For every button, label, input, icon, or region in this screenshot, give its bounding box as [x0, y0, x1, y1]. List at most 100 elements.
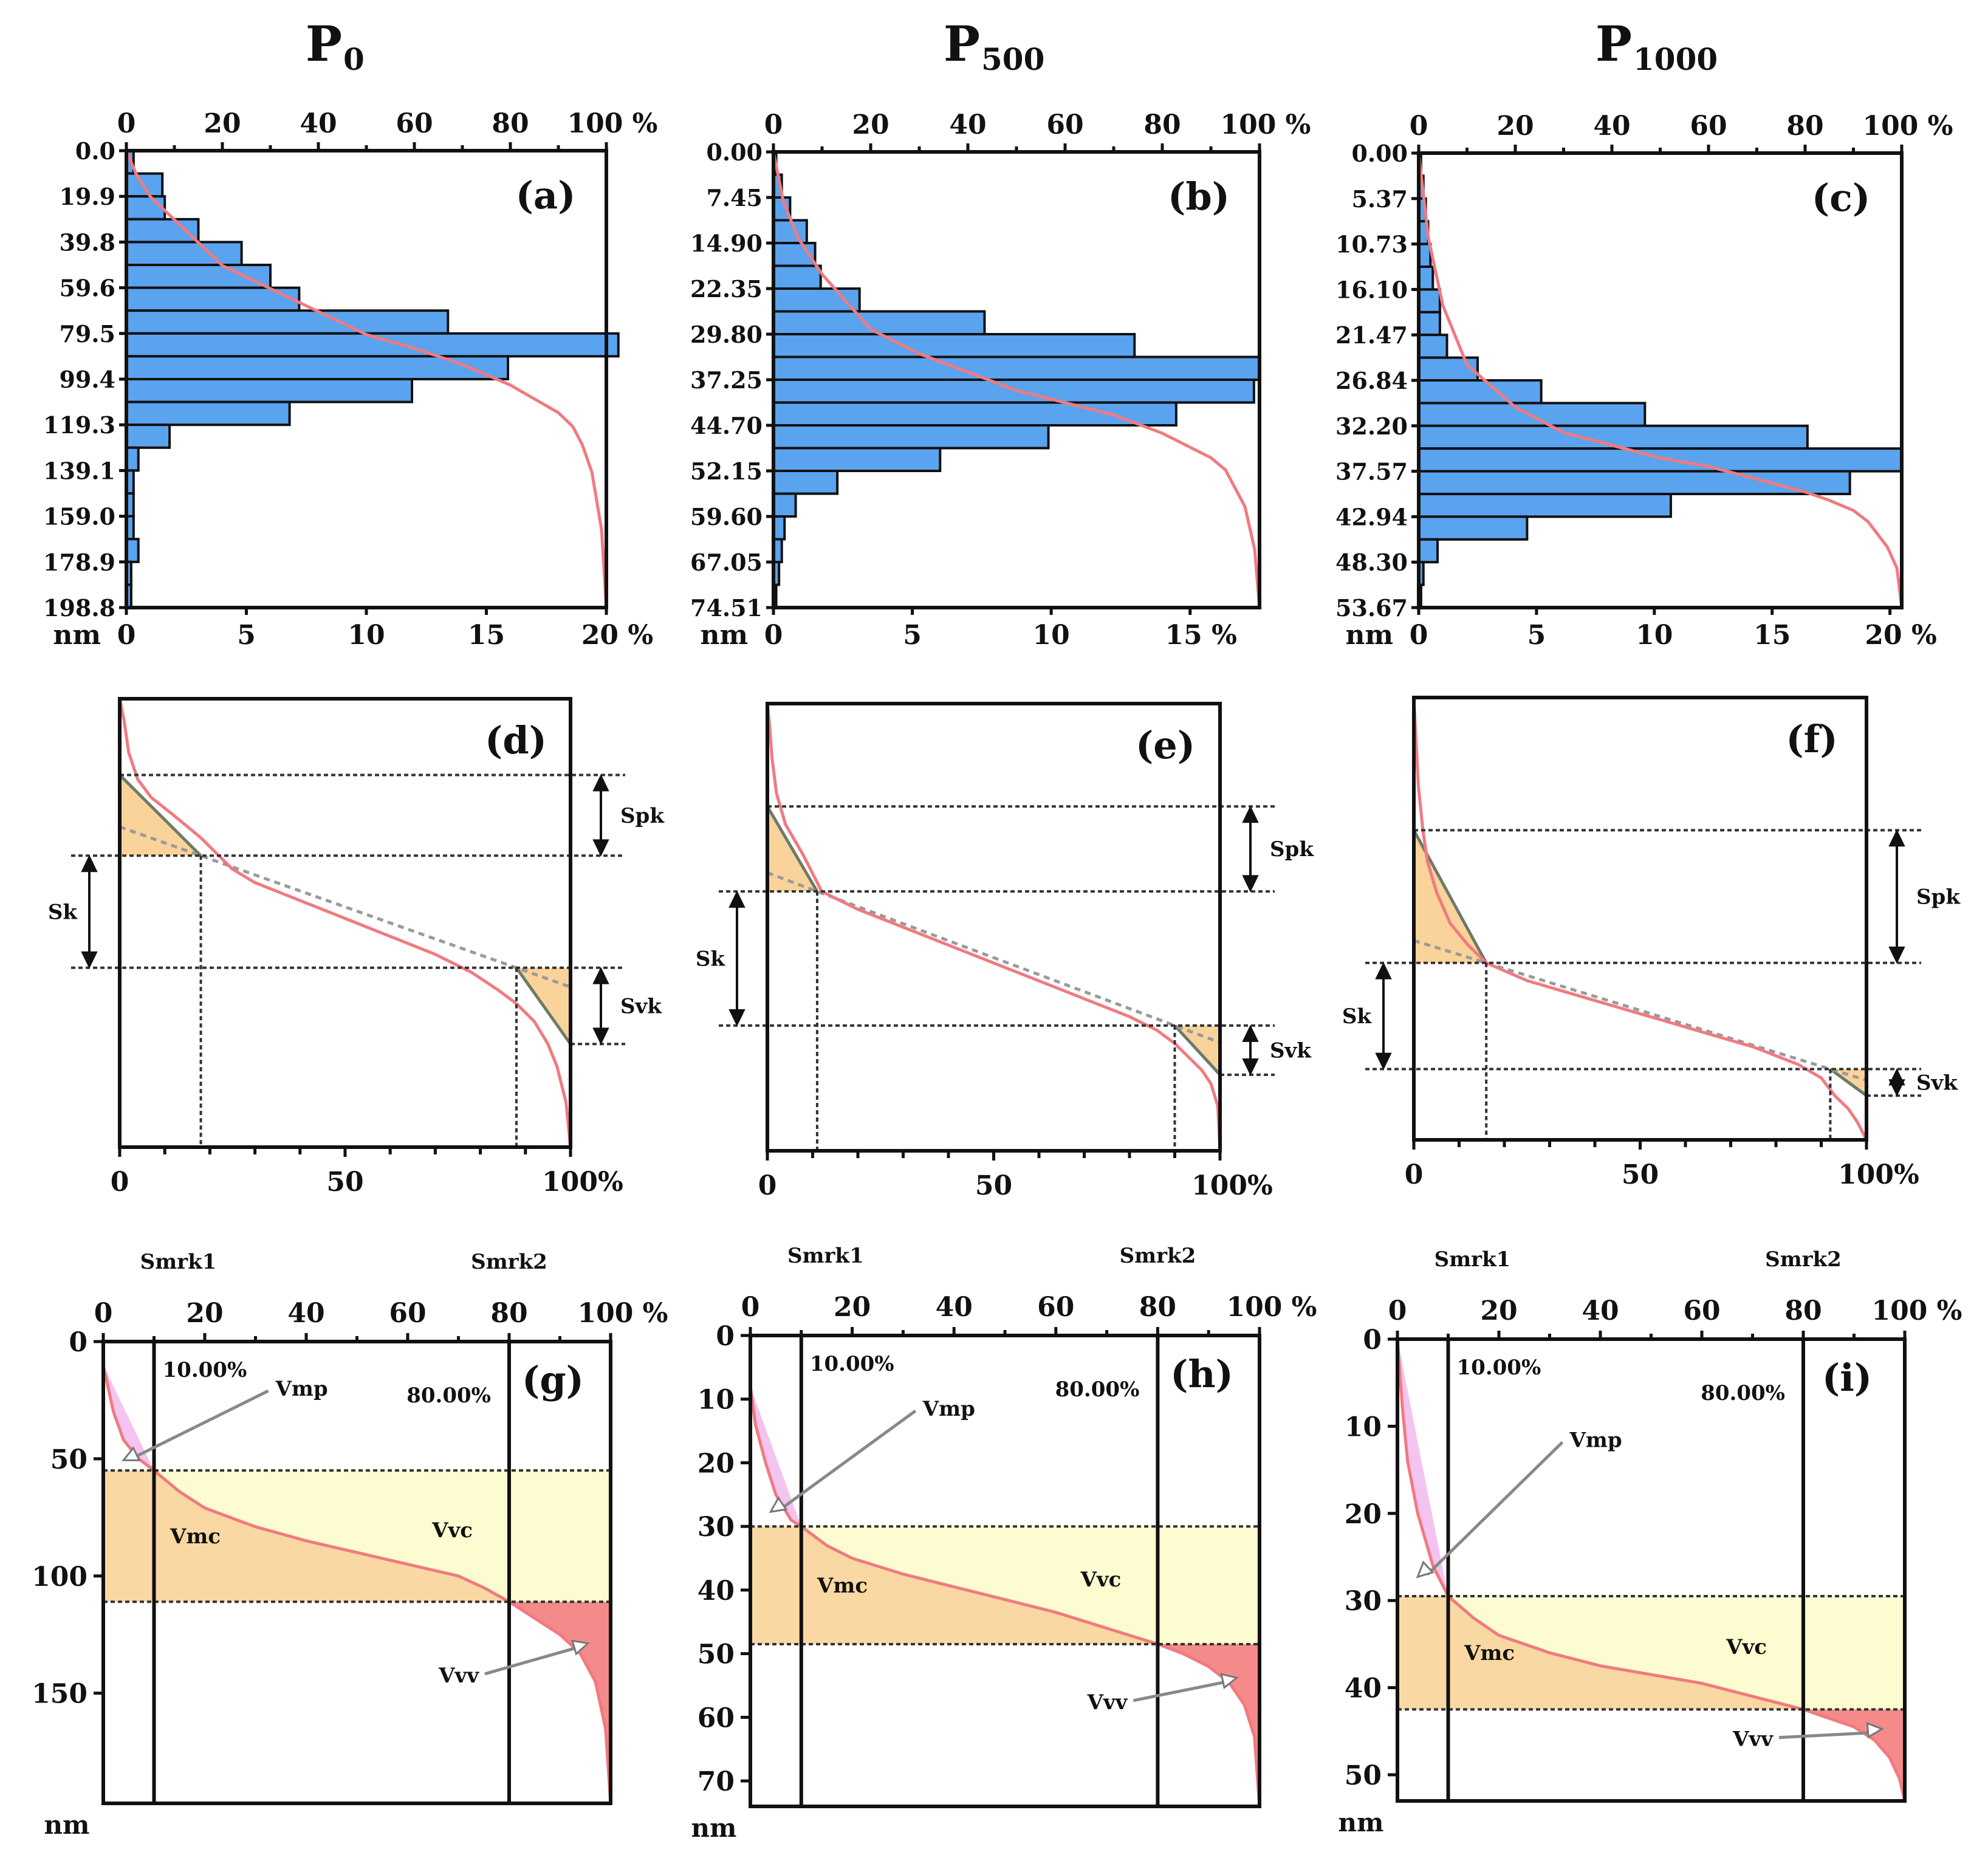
sk-label: Sk: [1342, 1004, 1373, 1029]
y-axis-tick-label: 30: [1345, 1586, 1382, 1617]
top-axis-tick-label: 80: [1139, 1292, 1176, 1323]
spk-arrowhead-bottom: [1888, 946, 1905, 964]
spk-triangle-side: [118, 773, 202, 857]
histogram-bar: [772, 310, 986, 335]
top-axis-tick-label: 80: [1784, 1295, 1822, 1326]
panel-label: (c): [1812, 176, 1870, 220]
vvv-arrowhead: [1866, 1721, 1885, 1739]
y-axis-tick-label: 10.73: [1335, 231, 1408, 258]
histogram-bar: [772, 219, 808, 244]
spk-arrowhead-top: [592, 774, 609, 792]
top-axis-tick-label: 60: [389, 1298, 426, 1329]
svk-arrowhead-top: [1242, 1024, 1259, 1042]
sk-label: Sk: [48, 900, 78, 925]
svk-label: Svk: [1270, 1038, 1312, 1063]
core-regression-line: [119, 825, 571, 989]
smrk2-label: Smrk2: [1120, 1244, 1196, 1268]
column-title-main: P: [306, 15, 342, 72]
histogram-bar: [1417, 515, 1529, 541]
top-axis-tick-label: 40: [1593, 111, 1630, 142]
spk-triangle-side: [766, 806, 819, 893]
vvv-label: Vvv: [1086, 1690, 1128, 1715]
smrk1-label: Smrk1: [1434, 1247, 1511, 1272]
top-axis-tick-label: 20: [186, 1298, 223, 1329]
bottom-axis-tick-label: 10: [1033, 620, 1070, 651]
histogram-bar: [1417, 493, 1672, 518]
histogram-bar: [772, 264, 822, 290]
y-axis-tick-label: 70: [698, 1766, 735, 1797]
smrk2-value: 80.00%: [406, 1384, 491, 1408]
vvv-label: Vvv: [438, 1664, 479, 1688]
y-axis-tick-label: 60: [698, 1702, 735, 1733]
histogram-bar: [772, 333, 1136, 358]
bottom-axis-tick-label: 0: [117, 620, 136, 651]
histogram-bar: [125, 423, 171, 449]
histogram-bar: [772, 470, 839, 495]
histogram-bar: [125, 400, 291, 427]
sk-arrowhead-top: [1375, 962, 1392, 979]
top-axis-tick-label: 20: [852, 109, 889, 140]
vvc-label: Vvc: [1080, 1568, 1122, 1592]
top-axis-tick-label: 100 %: [567, 108, 658, 139]
y-axis-tick-label: 0.00: [706, 139, 763, 166]
sk-arrowhead-bottom: [1375, 1052, 1392, 1070]
top-axis-tick-label: 0: [1388, 1295, 1407, 1326]
vmp-area-fill: [1397, 1339, 1448, 1597]
x-axis-tick-label: 0: [1405, 1159, 1424, 1190]
sk-label: Sk: [696, 947, 726, 972]
y-axis-tick-label: 30: [698, 1512, 735, 1543]
column-title-main: P: [944, 15, 980, 72]
vmp-arrowhead: [1416, 1560, 1434, 1579]
histogram-bar: [772, 355, 1261, 381]
cumulative-curve: [1417, 153, 1904, 608]
x-axis-tick-label: 0: [111, 1167, 129, 1198]
histogram-bar: [772, 492, 797, 518]
bottom-axis-tick-label: 0: [764, 620, 783, 651]
histogram-bar: [125, 378, 414, 403]
svk-triangle-side: [515, 967, 572, 1045]
y-axis-tick-label: 19.9: [59, 183, 115, 210]
top-axis-tick-label: 20: [834, 1292, 871, 1323]
top-axis-tick-label: 0: [1410, 111, 1428, 142]
vvv-area-fill: [509, 1602, 611, 1803]
volume-chart-g: 0 20 40 60 80 100 % 0 50 100 150 nm Smrk1 Smrk2 10.00…: [32, 1250, 668, 1840]
histogram-bar: [772, 401, 1177, 427]
y-axis-unit: nm: [691, 1813, 737, 1843]
histogram-chart-a: 0 20 40 60 80 100 % 0 5 10 15 20 % nm 0.0 19.9 39.8 59.…: [43, 108, 657, 651]
y-axis-tick-label: 14.90: [690, 230, 763, 257]
volume-chart-h: 0 20 40 60 80 100 % 0 10 20 30 40 50 60 70 nm Smrk1 Smrk…: [691, 1244, 1317, 1843]
y-axis-tick-label: 50: [698, 1639, 735, 1670]
y-axis-tick-label: 5.37: [1351, 185, 1408, 213]
svk-triangle-side: [1829, 1068, 1868, 1097]
smrk1-value: 10.00%: [810, 1352, 894, 1376]
vvv-arrow-line: [1133, 1679, 1229, 1702]
x-axis-tick-label: 50: [1622, 1159, 1659, 1190]
y-axis-tick-label: 16.10: [1335, 276, 1408, 303]
y-axis-unit: nm: [44, 1810, 90, 1840]
vvv-area-fill: [1157, 1644, 1260, 1806]
top-axis-tick-label: 100 %: [1221, 109, 1311, 140]
vvv-arrow-line: [1778, 1731, 1874, 1740]
y-axis-tick-label: 150: [32, 1679, 87, 1710]
vvv-label: Vvv: [1732, 1727, 1774, 1752]
spk-arrowhead-bottom: [592, 839, 609, 857]
spk-label: Spk: [1916, 885, 1961, 910]
spk-arrowhead-bottom: [1242, 875, 1259, 893]
core-regression-line: [1413, 939, 1867, 1082]
vvv-arrow-line: [484, 1645, 580, 1676]
top-axis-tick-label: 80: [1786, 111, 1823, 142]
vmp-arrowhead: [122, 1446, 141, 1461]
top-axis-tick-label: 60: [1046, 109, 1083, 140]
top-axis-tick-label: 80: [492, 108, 529, 139]
y-axis-tick-label: 7.45: [706, 184, 763, 211]
vvc-label: Vvc: [431, 1518, 473, 1543]
vmp-label: Vmp: [922, 1397, 975, 1421]
y-axis-tick-label: 59.6: [59, 275, 115, 302]
panel-label: (d): [485, 718, 547, 763]
y-axis-tick-label: 74.51: [690, 594, 763, 622]
top-axis-tick-label: 100 %: [1872, 1295, 1962, 1326]
top-axis-tick-label: 0: [94, 1298, 113, 1329]
sk-arrowhead-bottom: [81, 951, 98, 969]
spk-label: Spk: [1270, 837, 1314, 862]
